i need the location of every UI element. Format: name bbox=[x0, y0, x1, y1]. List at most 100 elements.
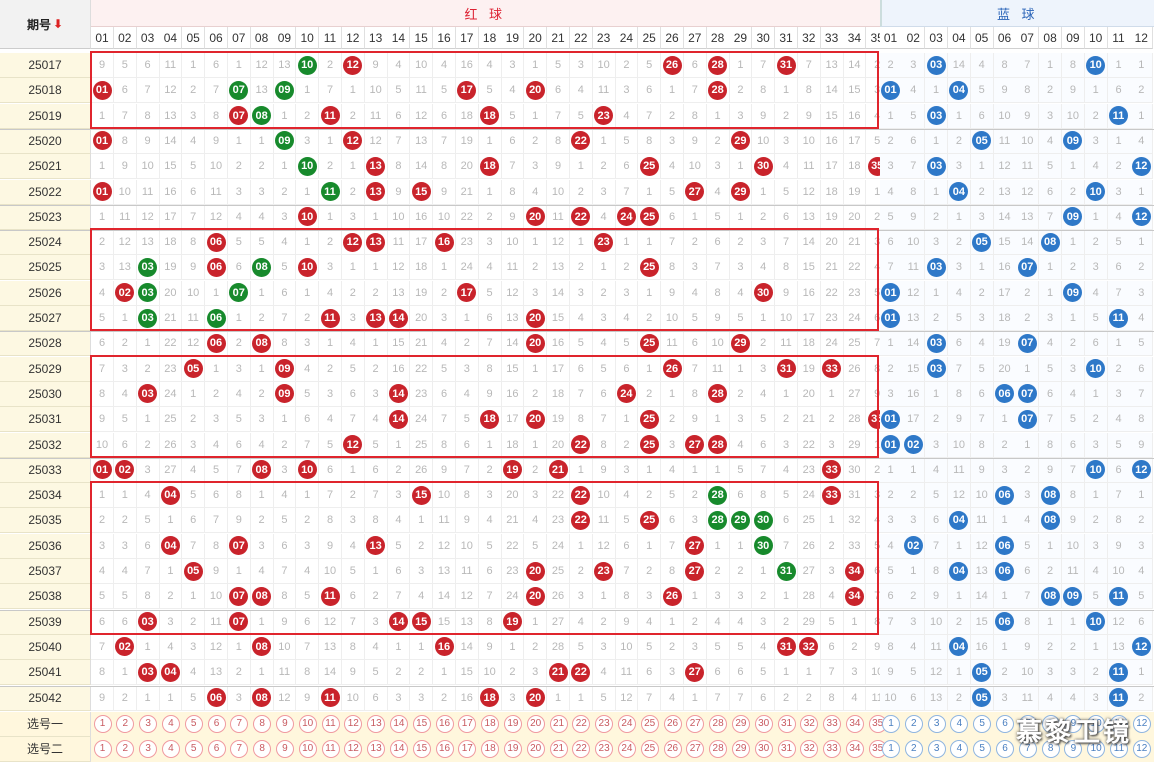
select-ball[interactable]: 2 bbox=[116, 739, 135, 758]
select-red-19[interactable]: 19 bbox=[501, 712, 524, 736]
select-blue-09[interactable]: 9 bbox=[1062, 712, 1085, 736]
select-blue-11[interactable]: 11 bbox=[1108, 737, 1131, 761]
select-ball[interactable]: 4 bbox=[950, 739, 969, 758]
select-ball[interactable]: 1 bbox=[882, 714, 900, 733]
select-ball[interactable]: 18 bbox=[481, 714, 500, 733]
select-red-29[interactable]: 29 bbox=[729, 712, 752, 736]
select-ball[interactable]: 3 bbox=[927, 714, 946, 733]
select-ball[interactable]: 8 bbox=[1041, 739, 1060, 758]
select-blue-05[interactable]: 5 bbox=[971, 737, 994, 761]
select-ball[interactable]: 9 bbox=[275, 739, 294, 758]
select-red-08[interactable]: 8 bbox=[251, 712, 274, 736]
select-red-08[interactable]: 8 bbox=[251, 737, 274, 761]
select-ball[interactable]: 34 bbox=[845, 739, 864, 758]
select-red-04[interactable]: 4 bbox=[159, 712, 182, 736]
select-ball[interactable]: 9 bbox=[1064, 739, 1083, 758]
select-red-07[interactable]: 7 bbox=[228, 712, 251, 736]
select-red-03[interactable]: 3 bbox=[137, 712, 160, 736]
select-blue-10[interactable]: 10 bbox=[1085, 737, 1108, 761]
select-ball[interactable]: 5 bbox=[973, 739, 992, 758]
select-blue-06[interactable]: 6 bbox=[994, 712, 1017, 736]
select-red-31[interactable]: 31 bbox=[775, 712, 798, 736]
select-red-31[interactable]: 31 bbox=[775, 737, 798, 761]
select-ball[interactable]: 11 bbox=[1110, 714, 1128, 733]
select-ball[interactable]: 5 bbox=[973, 714, 992, 733]
select-ball[interactable]: 8 bbox=[1041, 714, 1060, 733]
select-ball[interactable]: 7 bbox=[230, 739, 249, 758]
select-red-11[interactable]: 11 bbox=[319, 712, 342, 736]
select-ball[interactable]: 24 bbox=[617, 714, 636, 733]
select-ball[interactable]: 2 bbox=[904, 714, 923, 733]
select-ball[interactable]: 31 bbox=[777, 714, 796, 733]
select-red-18[interactable]: 18 bbox=[479, 712, 502, 736]
select-ball[interactable]: 6 bbox=[207, 714, 226, 733]
select-red-12[interactable]: 12 bbox=[342, 737, 365, 761]
select-red-18[interactable]: 18 bbox=[479, 737, 502, 761]
select-blue-05[interactable]: 5 bbox=[971, 712, 994, 736]
select-ball[interactable]: 11 bbox=[321, 739, 340, 758]
select-blue-07[interactable]: 7 bbox=[1016, 712, 1039, 736]
select-ball[interactable]: 24 bbox=[617, 739, 636, 758]
select-ball[interactable]: 3 bbox=[927, 739, 946, 758]
select-red-11[interactable]: 11 bbox=[319, 737, 342, 761]
select-red-05[interactable]: 5 bbox=[182, 712, 205, 736]
select-red-30[interactable]: 30 bbox=[752, 737, 775, 761]
select-ball[interactable]: 1 bbox=[93, 739, 112, 758]
select-ball[interactable]: 22 bbox=[572, 739, 591, 758]
select-ball[interactable]: 1 bbox=[93, 714, 112, 733]
select-red-06[interactable]: 6 bbox=[205, 712, 228, 736]
select-red-20[interactable]: 20 bbox=[524, 737, 547, 761]
select-red-10[interactable]: 10 bbox=[296, 712, 319, 736]
select-red-33[interactable]: 33 bbox=[821, 712, 844, 736]
select-blue-08[interactable]: 8 bbox=[1039, 712, 1062, 736]
select-ball[interactable]: 14 bbox=[389, 739, 408, 758]
select-ball[interactable]: 20 bbox=[526, 739, 545, 758]
select-red-27[interactable]: 27 bbox=[684, 712, 707, 736]
select-ball[interactable]: 32 bbox=[800, 739, 819, 758]
select-red-16[interactable]: 16 bbox=[433, 737, 456, 761]
select-red-02[interactable]: 2 bbox=[114, 737, 137, 761]
select-ball[interactable]: 4 bbox=[950, 714, 969, 733]
select-red-28[interactable]: 28 bbox=[707, 712, 730, 736]
select-ball[interactable]: 25 bbox=[640, 739, 659, 758]
select-ball[interactable]: 28 bbox=[709, 714, 728, 733]
select-ball[interactable]: 11 bbox=[1110, 739, 1128, 758]
select-ball[interactable]: 10 bbox=[298, 739, 317, 758]
select-ball[interactable]: 21 bbox=[549, 714, 568, 733]
select-blue-02[interactable]: 2 bbox=[902, 712, 925, 736]
select-ball[interactable]: 2 bbox=[904, 739, 923, 758]
select-red-22[interactable]: 22 bbox=[570, 712, 593, 736]
select-ball[interactable]: 2 bbox=[116, 714, 135, 733]
select-red-26[interactable]: 26 bbox=[661, 737, 684, 761]
select-red-26[interactable]: 26 bbox=[661, 712, 684, 736]
select-ball[interactable]: 26 bbox=[663, 714, 682, 733]
select-red-17[interactable]: 17 bbox=[456, 712, 479, 736]
select-ball[interactable]: 30 bbox=[754, 739, 773, 758]
select-red-15[interactable]: 15 bbox=[410, 737, 433, 761]
select-blue-04[interactable]: 4 bbox=[948, 712, 971, 736]
select-red-28[interactable]: 28 bbox=[707, 737, 730, 761]
select-ball[interactable]: 33 bbox=[823, 714, 842, 733]
select-ball[interactable]: 17 bbox=[458, 739, 477, 758]
select-ball[interactable]: 8 bbox=[253, 714, 272, 733]
select-red-23[interactable]: 23 bbox=[593, 737, 616, 761]
select-ball[interactable]: 10 bbox=[1087, 739, 1106, 758]
select-ball[interactable]: 13 bbox=[367, 714, 386, 733]
select-ball[interactable]: 31 bbox=[777, 739, 796, 758]
select-red-32[interactable]: 32 bbox=[798, 712, 821, 736]
select-ball[interactable]: 3 bbox=[139, 739, 158, 758]
select-red-30[interactable]: 30 bbox=[752, 712, 775, 736]
select-ball[interactable]: 3 bbox=[139, 714, 158, 733]
select-ball[interactable]: 7 bbox=[1018, 739, 1037, 758]
select-ball[interactable]: 17 bbox=[458, 714, 477, 733]
select-ball[interactable]: 21 bbox=[549, 739, 568, 758]
select-ball[interactable]: 32 bbox=[800, 714, 819, 733]
select-ball[interactable]: 4 bbox=[161, 714, 180, 733]
select-red-20[interactable]: 20 bbox=[524, 712, 547, 736]
select-red-01[interactable]: 1 bbox=[91, 712, 114, 736]
select-ball[interactable]: 12 bbox=[1132, 739, 1151, 758]
select-blue-04[interactable]: 4 bbox=[948, 737, 971, 761]
arrow-down-icon[interactable]: ⬇ bbox=[52, 17, 64, 31]
select-ball[interactable]: 6 bbox=[996, 739, 1014, 758]
select-ball[interactable]: 25 bbox=[640, 714, 659, 733]
